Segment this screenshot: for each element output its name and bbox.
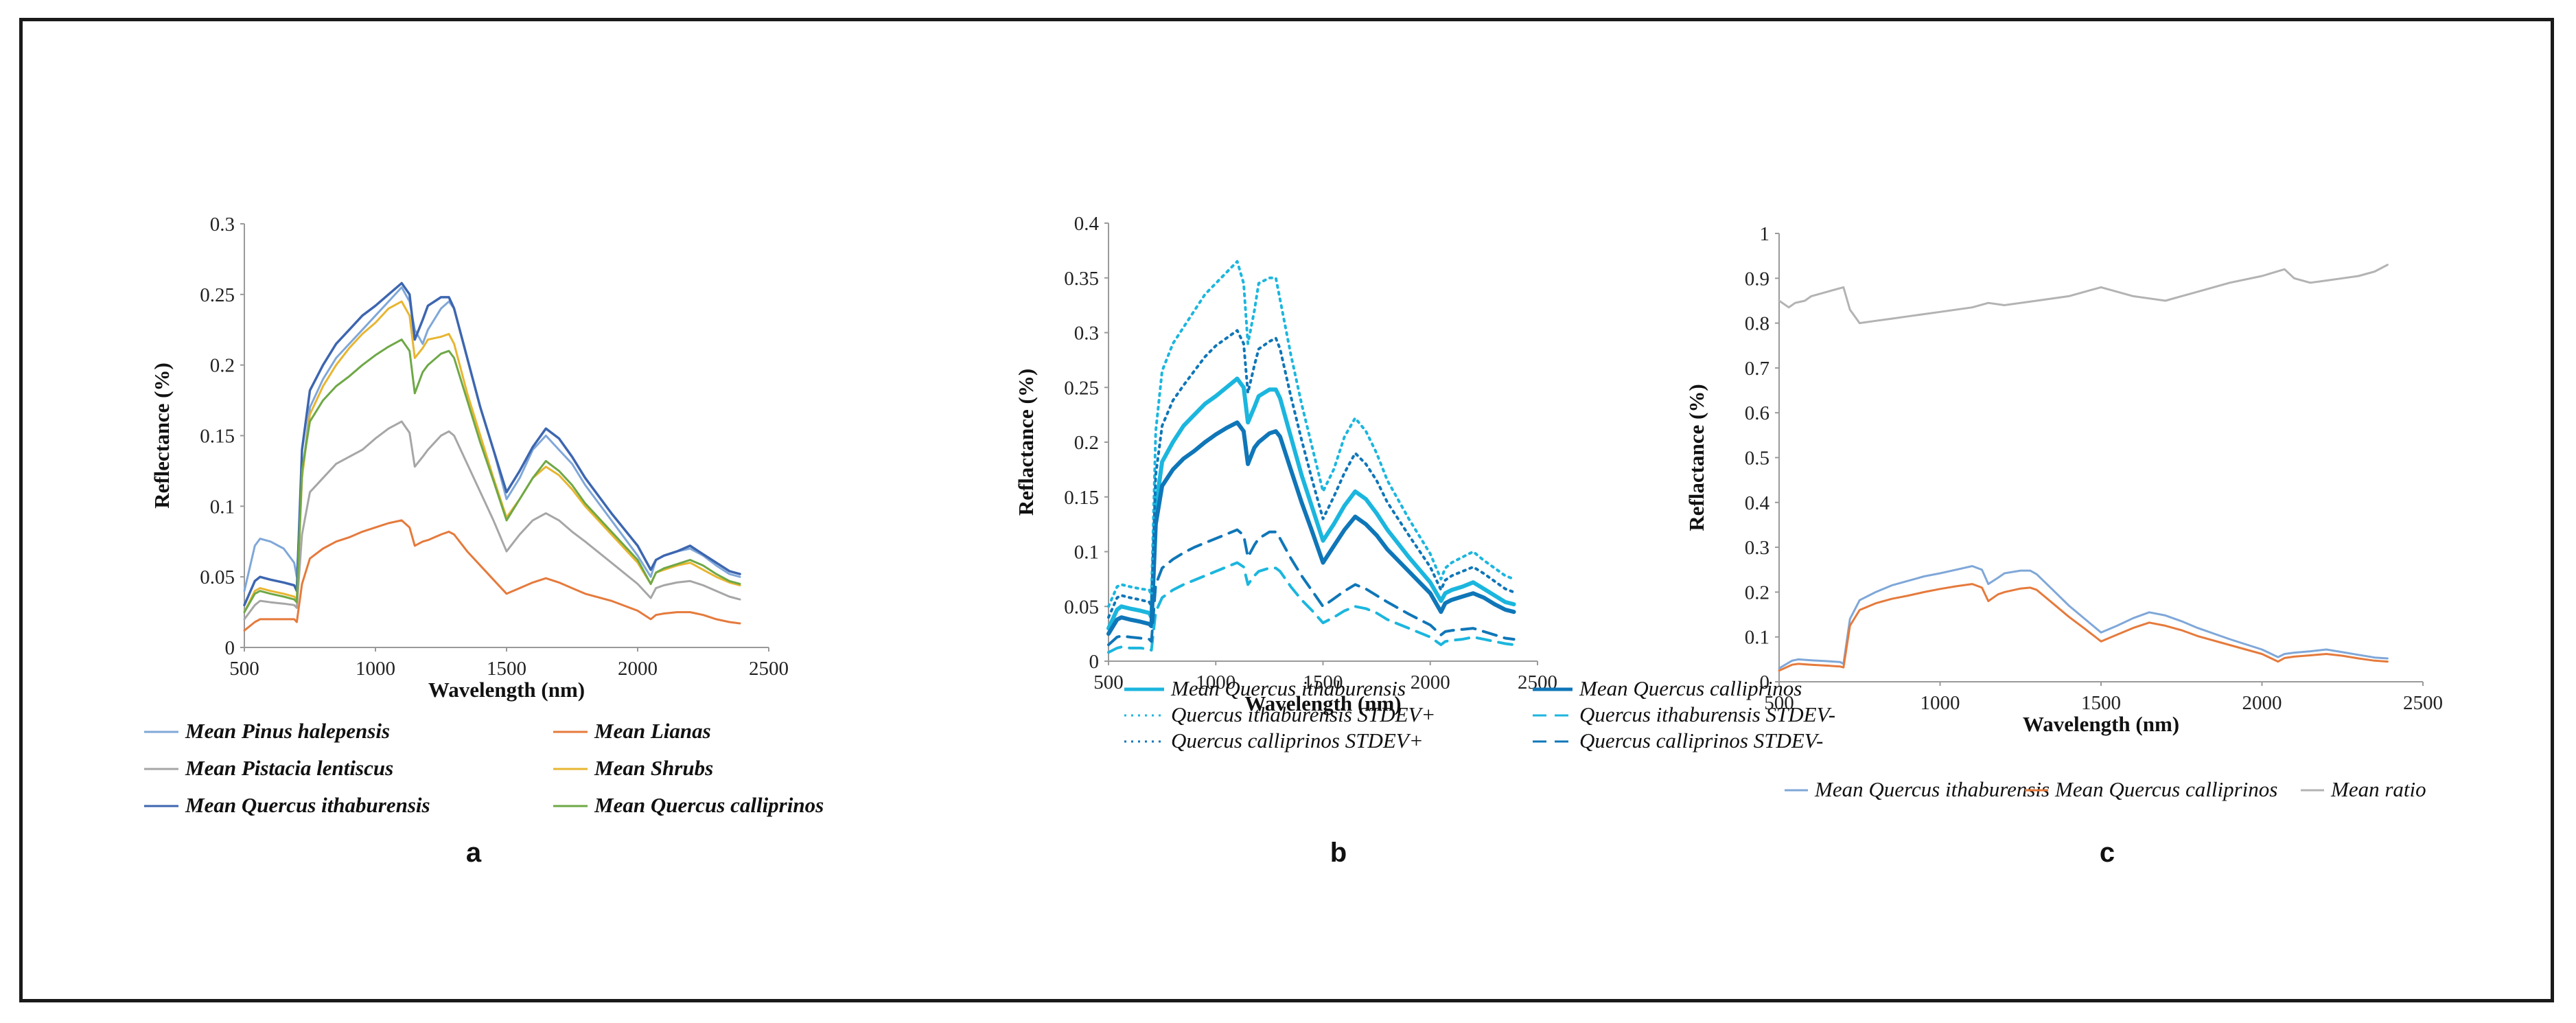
x-tick-label: 2500 [749,658,789,680]
series-line-mean-ratio [1778,264,2389,325]
legend-entry: Mean Quercus calliprinos [1579,676,1802,700]
y-tick-label: 0.1 [1745,627,1769,649]
series-line-mean-quercus-calliprinos [1106,420,1516,636]
y-tick-label: 0.6 [1745,402,1769,424]
legend-entry: Quercus ithaburensis STDEV+ [1171,702,1435,726]
panel-label-a: a [466,838,482,868]
y-axis-label: Reflectance (%) [150,363,174,509]
x-tick-label: 1500 [487,658,526,680]
y-tick-label: 0 [225,637,235,659]
x-tick-label: 1000 [1921,692,1960,714]
y-tick-label: 0.3 [1074,323,1099,345]
x-axis-label: Wavelength (nm) [1244,691,1401,715]
legend-entry: Mean Quercus ithaburensis [185,793,430,817]
legend-entry: Mean Quercus calliprinos [594,793,824,817]
y-tick-label: 0.4 [1074,213,1100,235]
panel-label-b: b [1330,838,1347,868]
legend-entry: Quercus calliprinos STDEV- [1579,728,1823,752]
y-tick-label: 0.5 [1745,448,1769,470]
x-tick-label: 2500 [2403,692,2443,714]
series-line-mean-shrubs [243,300,741,614]
y-tick-label: 0.3 [1745,537,1769,559]
series-line-quercus-ithaburensis-stdev [1107,561,1516,654]
y-tick-label: 0.25 [200,284,235,306]
x-tick-label: 500 [1764,692,1794,714]
legend-entry: Mean Quercus ithaburensis [1170,676,1406,700]
y-tick-label: 0.15 [200,426,235,448]
y-axis-label: Reflactance (%) [1014,369,1038,516]
x-tick-label: 500 [1093,671,1124,693]
series-line-mean-pistacia-lentiscus [243,420,741,621]
series-line-quercus-ithaburensis-stdev [1107,260,1516,608]
x-tick-label: 2000 [1411,671,1450,693]
x-tick-label: 1500 [2081,692,2121,714]
chart-panel-a: 0 0.05 0.1 0.15 0.2 0.25 0.3 500 1000 1500 2000 250… [144,214,824,868]
x-tick-label: 1500 [1303,671,1343,693]
series-line-mean-quercus-calliprinos [243,338,741,614]
series-line-mean-pinus-halepensis [243,286,741,593]
legend-entry: Mean Quercus ithaburensis [1814,777,2050,801]
panel-label-c: c [2100,838,2115,868]
x-tick-label: 1000 [1196,671,1235,693]
series-line-mean-quercus-ithaburensis [1778,565,2389,669]
series-line-quercus-calliprinos-stdev [1107,329,1516,619]
y-tick-label: 0.2 [210,355,235,377]
x-tick-label: 1000 [356,658,395,680]
y-tick-label: 0.25 [1064,377,1099,399]
y-tick-label: 0.05 [1064,596,1099,618]
y-axis-label: Reflactance (%) [1684,384,1708,531]
figure-frame [19,18,2554,1002]
y-tick-label: 0.7 [1745,358,1769,380]
x-axis-label: Wavelength (nm) [428,678,585,702]
y-tick-label: 0.2 [1074,432,1099,454]
x-axis-label: Wavelength (nm) [2023,712,2179,736]
x-tick-label: 2000 [2242,692,2282,714]
y-tick-label: 0.1 [210,496,235,518]
series-line-mean-quercus-ithaburensis [1106,376,1516,631]
y-tick-label: 0.2 [1745,582,1769,604]
series-line-mean-quercus-calliprinos [1778,583,2389,672]
legend-entry: Quercus ithaburensis STDEV- [1579,702,1835,726]
y-tick-label: 0 [1760,671,1770,693]
legend-entry: Mean Lianas [594,719,711,743]
legend-entry: Mean Pistacia lentiscus [185,756,393,780]
y-tick-label: 0.35 [1064,268,1099,290]
y-tick-label: 0.1 [1074,542,1099,564]
x-tick-label: 500 [229,658,259,680]
legend-entry: Mean ratio [2330,777,2426,801]
x-tick-label: 2000 [618,658,658,680]
y-tick-label: 0.05 [200,566,235,588]
legend-entry: Quercus calliprinos STDEV+ [1171,728,1424,752]
legend-entry: Mean Quercus calliprinos [2054,777,2277,801]
y-tick-label: 0 [1089,651,1100,673]
y-tick-label: 0.3 [210,214,235,235]
y-tick-label: 0.15 [1064,487,1099,509]
y-tick-label: 0.9 [1745,268,1769,290]
series-line-quercus-calliprinos-stdev [1107,528,1516,647]
y-tick-label: 1 [1760,223,1770,245]
y-tick-label: 0.8 [1745,313,1769,335]
legend-entry: Mean Pinus halepensis [185,719,390,743]
series-line-mean-lianas [243,519,741,632]
legend-entry: Mean Shrubs [594,756,713,780]
series-line-mean-quercus-ithaburensis [243,281,741,607]
y-tick-label: 0.4 [1745,492,1770,514]
